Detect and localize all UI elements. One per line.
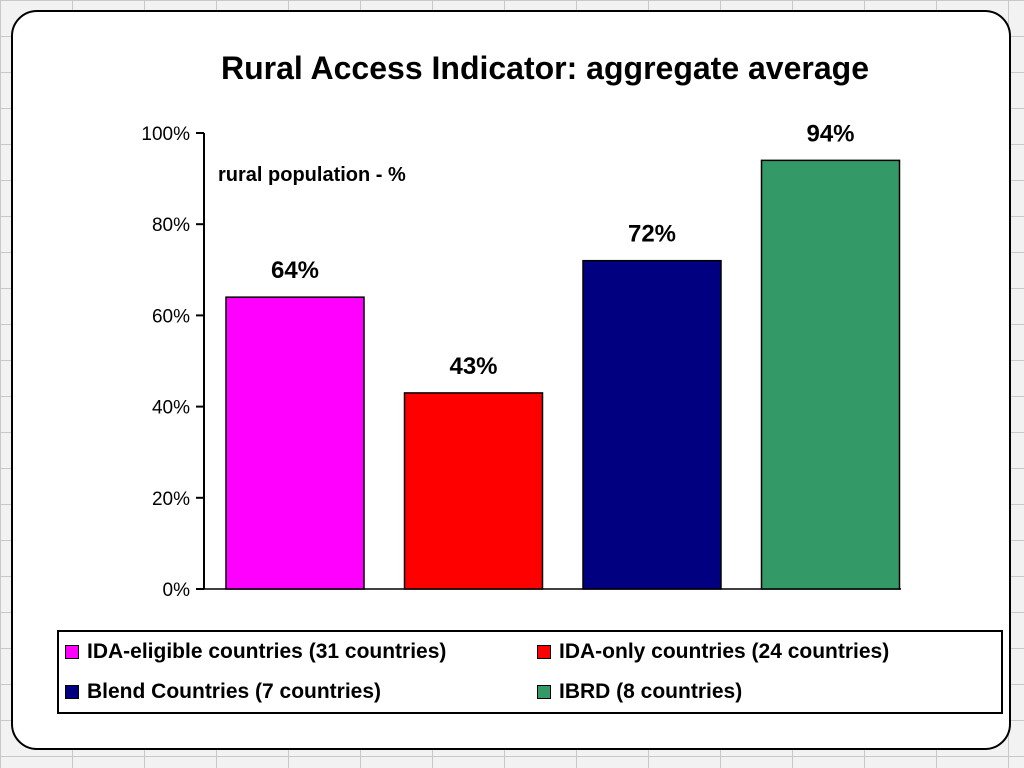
legend-label-ida-only: IDA-only countries (24 countries): [559, 640, 890, 663]
legend-label-ida-eligible: IDA-eligible countries (31 countries): [87, 640, 447, 663]
bar-value-label-0: 64%: [271, 257, 319, 284]
y-tick-label-100: 100%: [141, 124, 190, 145]
legend-item-ibrd: IBRD (8 countries): [537, 680, 742, 704]
legend-swatch-ida-only: [537, 645, 551, 659]
legend-swatch-ibrd: [537, 685, 551, 699]
bar-0: [225, 296, 365, 590]
legend: IDA-eligible countries (31 countries) ID…: [57, 630, 1003, 714]
legend-swatch-ida-eligible: [65, 645, 79, 659]
legend-label-ibrd: IBRD (8 countries): [559, 680, 743, 703]
bar-1: [403, 392, 544, 590]
y-tick-label-0: 0%: [163, 580, 191, 601]
y-tick-label-60: 60%: [152, 306, 190, 327]
y-tick-label-40: 40%: [152, 398, 190, 419]
bar-3: [760, 159, 901, 590]
legend-label-blend: Blend Countries (7 countries): [87, 680, 382, 703]
bar-value-label-3: 94%: [806, 120, 854, 147]
legend-item-ida-eligible: IDA-eligible countries (31 countries): [65, 640, 446, 664]
legend-item-ida-only: IDA-only countries (24 countries): [537, 640, 889, 664]
bar-2: [582, 259, 722, 590]
chart-title: Rural Access Indicator: aggregate averag…: [221, 50, 869, 86]
legend-swatch-blend: [65, 685, 79, 699]
y-axis-label: rural population - %: [218, 164, 406, 186]
chart-frame: Rural Access Indicator: aggregate averag…: [11, 10, 1011, 750]
y-tick-label-20: 20%: [152, 489, 190, 510]
legend-item-blend: Blend Countries (7 countries): [65, 680, 381, 704]
plot-area: rural population - % 0%20%40%60%80%100% …: [141, 120, 901, 601]
y-tick-label-80: 80%: [152, 215, 190, 236]
bar-value-label-2: 72%: [628, 221, 676, 248]
bar-value-label-1: 43%: [449, 353, 497, 380]
